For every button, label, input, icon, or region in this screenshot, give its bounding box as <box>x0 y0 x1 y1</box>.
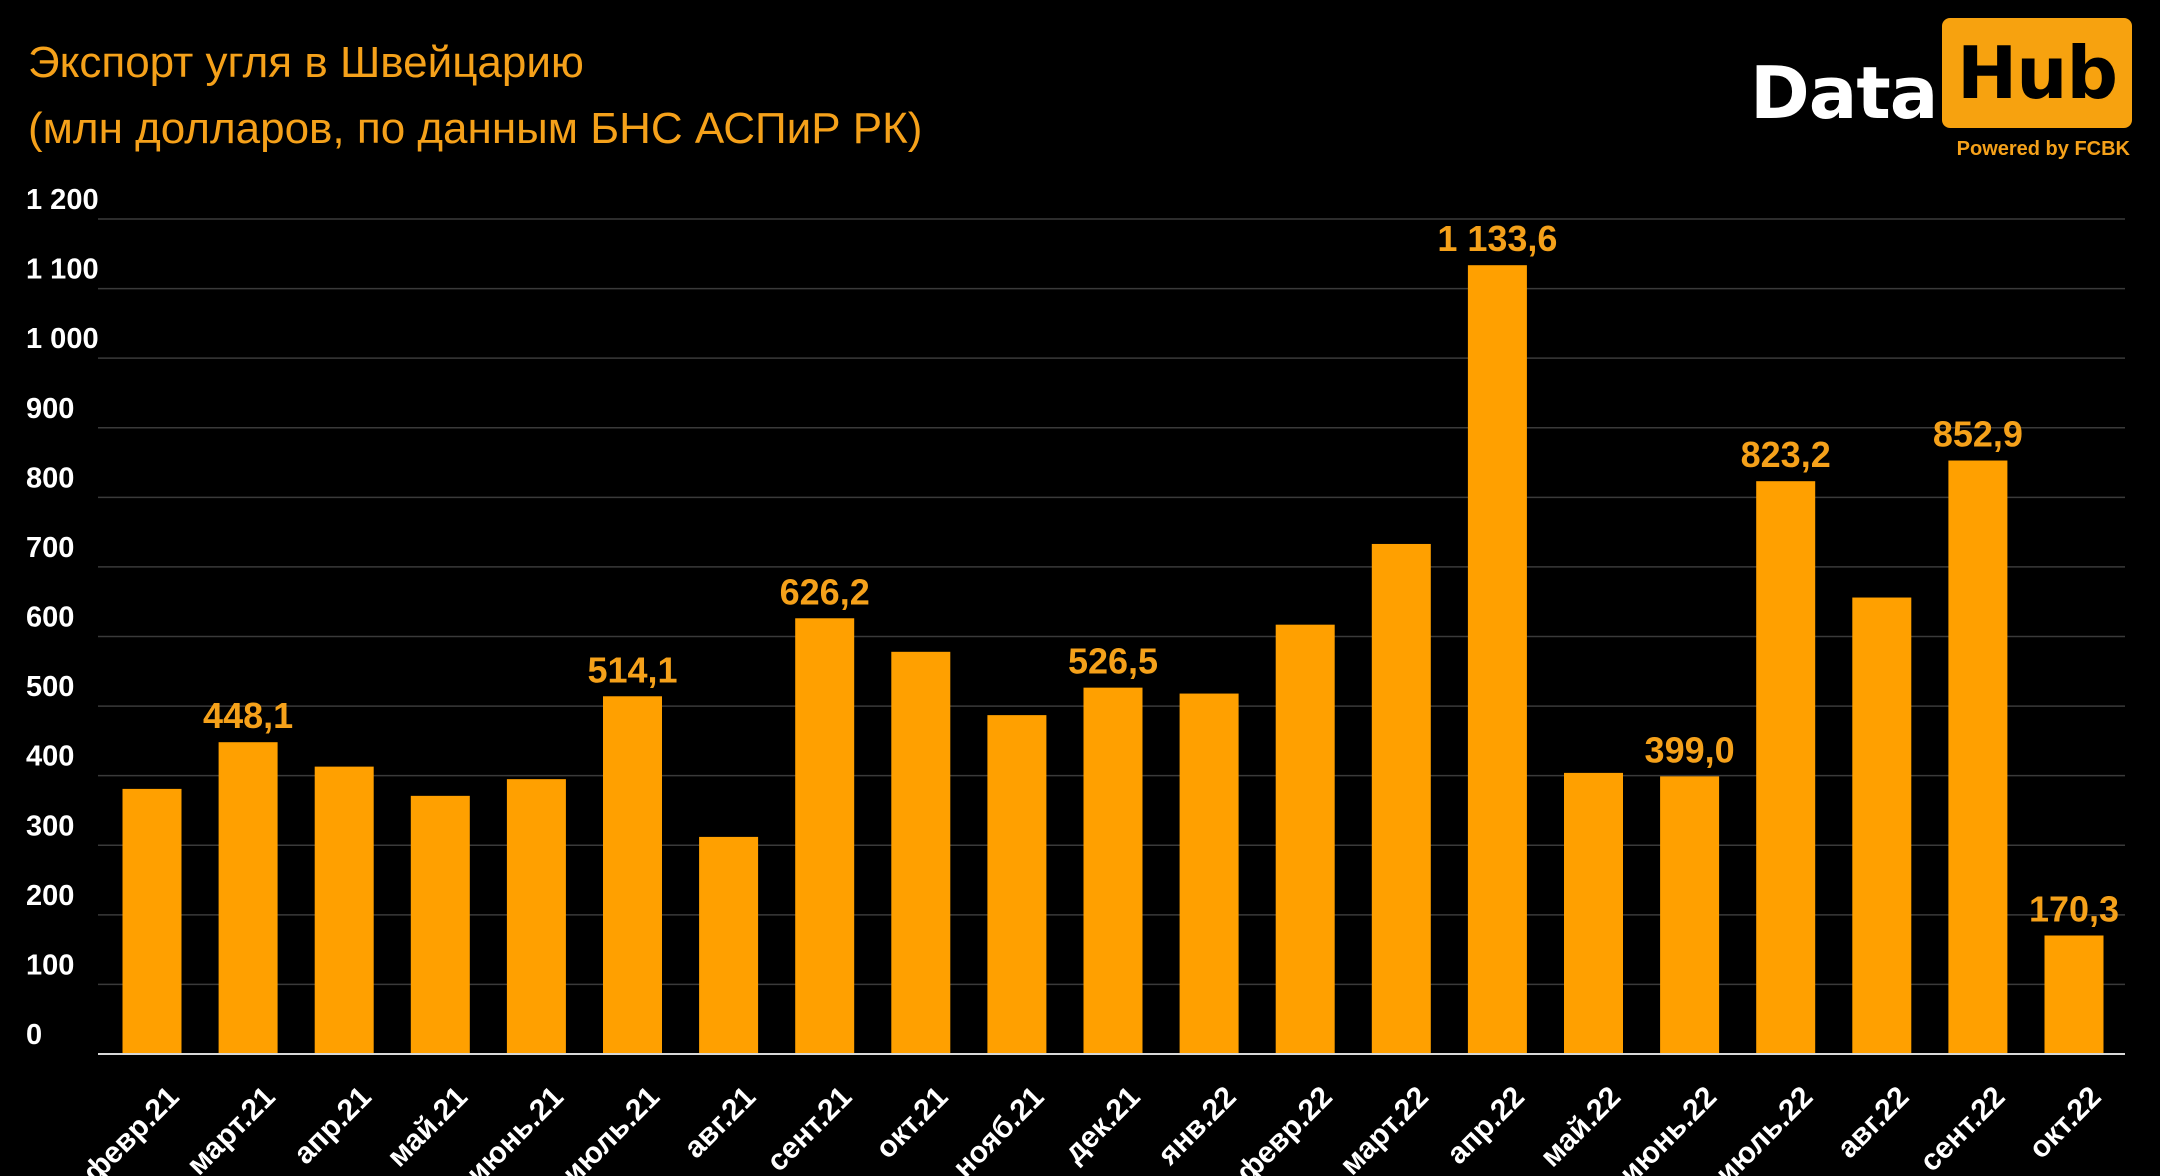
x-tick-label: дек.21 <box>1058 1080 1147 1169</box>
logo-powered-by: Powered by FCBK <box>1956 138 2130 160</box>
y-tick-label: 200 <box>26 880 74 912</box>
data-label: 514,1 <box>587 649 677 690</box>
y-tick-label: 100 <box>26 949 74 981</box>
x-tick-label: июнь.21 <box>460 1080 570 1176</box>
bar-февр.21 <box>122 788 182 1054</box>
chart-title: Экспорт угля в Швейцарию <box>28 38 584 87</box>
bar-окт.22 <box>2044 935 2104 1054</box>
bar-февр.22 <box>1275 624 1335 1054</box>
data-label: 526,5 <box>1068 641 1158 682</box>
bar-апр.22 <box>1467 265 1527 1054</box>
bar-янв.22 <box>1179 693 1239 1054</box>
x-tick-label: нояб.21 <box>947 1080 1051 1176</box>
x-tick-label: апр.22 <box>1441 1080 1531 1170</box>
y-tick-label: 700 <box>26 532 74 564</box>
x-tick-label: авг.21 <box>678 1080 762 1164</box>
y-tick-label: 0 <box>26 1019 42 1051</box>
x-tick-label: янв.22 <box>1151 1080 1243 1172</box>
x-tick-label: авг.22 <box>1831 1080 1915 1164</box>
logo-hub-text: Hub <box>1956 31 2118 115</box>
x-tick-label: март.22 <box>1334 1080 1435 1176</box>
datahub-logo: Data Hub Powered by FCBK <box>1740 18 2132 168</box>
x-tick-label: март.21 <box>181 1080 282 1176</box>
y-tick-label: 500 <box>26 671 74 703</box>
data-labels: 448,1 514,1 626,2 526,5 1 133,6 399,0 823,2 852… <box>203 218 2119 929</box>
x-tick-label: окт.22 <box>2023 1080 2108 1165</box>
bar-март.22 <box>1371 543 1431 1054</box>
x-tick-label: июнь.22 <box>1613 1080 1723 1176</box>
x-tick-label: май.22 <box>1534 1080 1627 1173</box>
x-tick-label: сент.22 <box>1914 1080 2012 1176</box>
data-label: 448,1 <box>203 695 293 736</box>
bars <box>122 265 2104 1054</box>
bar-дек.21 <box>1083 687 1143 1054</box>
y-tick-label: 800 <box>26 462 74 494</box>
x-tick-label: июль.21 <box>556 1080 666 1176</box>
bar-июль.21 <box>603 696 662 1054</box>
bar-март.21 <box>218 742 278 1054</box>
y-tick-label: 400 <box>26 741 74 773</box>
bar-апр.21 <box>314 766 374 1054</box>
y-axis-ticks: 0 100 200 300 400 500 600 700 800 900 1 000 1 100 1 … <box>26 184 99 1051</box>
chart-subtitle: (млн долларов, по данным БНС АСПиР РК) <box>28 104 923 153</box>
data-label: 626,2 <box>780 571 870 612</box>
bar-нояб.21 <box>987 715 1047 1054</box>
chart-title-block: Экспорт угля в Швейцарию (млн долларов, … <box>28 30 922 162</box>
y-tick-label: 1 100 <box>26 254 99 286</box>
x-tick-label: июль.22 <box>1709 1080 1819 1176</box>
data-label: 823,2 <box>1741 434 1831 475</box>
x-tick-label: окт.21 <box>870 1080 955 1165</box>
logo-hub-box: Hub <box>1942 18 2132 128</box>
bar-авг.21 <box>699 836 759 1054</box>
bar-июль.22 <box>1756 481 1816 1054</box>
bar-май.21 <box>410 795 470 1054</box>
bar-июнь.21 <box>506 779 566 1054</box>
x-tick-label: февр.22 <box>1230 1080 1339 1176</box>
y-tick-label: 1 000 <box>26 323 99 355</box>
y-tick-label: 600 <box>26 602 74 634</box>
bar-июнь.22 <box>1660 776 1720 1054</box>
bar-окт.21 <box>891 651 951 1054</box>
bar-авг.22 <box>1852 597 1912 1054</box>
data-label: 170,3 <box>2029 888 2119 929</box>
data-label: 1 133,6 <box>1437 218 1557 259</box>
y-tick-label: 1 200 <box>26 184 99 216</box>
data-label: 852,9 <box>1933 414 2023 455</box>
logo-data-text: Data <box>1750 51 1938 135</box>
y-tick-label: 900 <box>26 393 74 425</box>
x-tick-label: сент.21 <box>761 1080 859 1176</box>
x-tick-label: апр.21 <box>287 1080 377 1170</box>
bar-сент.22 <box>1948 460 2008 1054</box>
x-tick-label: февр.21 <box>77 1080 186 1176</box>
bar-май.22 <box>1564 772 1623 1054</box>
x-tick-label: май.21 <box>381 1080 474 1173</box>
y-tick-label: 300 <box>26 810 74 842</box>
bar-сент.21 <box>795 618 855 1054</box>
data-label: 399,0 <box>1645 729 1735 770</box>
